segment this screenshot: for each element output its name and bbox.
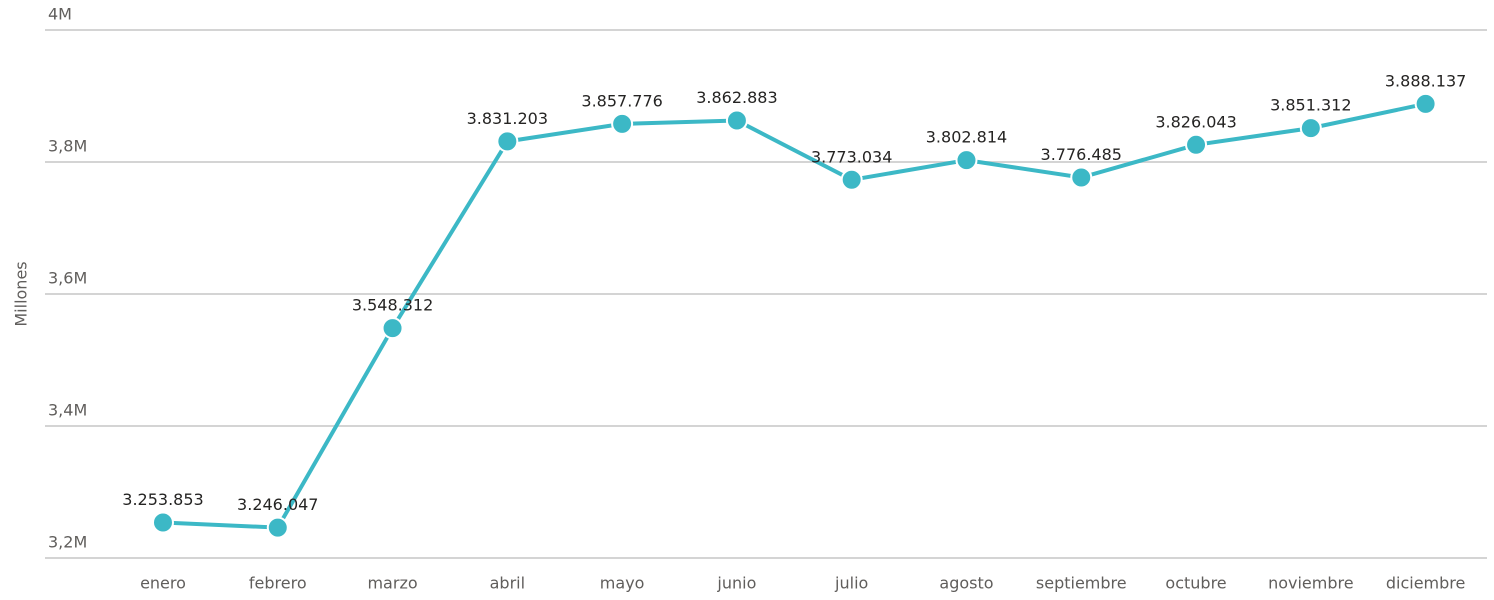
x-tick-label: noviembre — [1268, 574, 1354, 593]
data-label: 3.851.312 — [1270, 96, 1351, 115]
data-label: 3.831.203 — [467, 109, 548, 128]
data-label: 3.888.137 — [1385, 71, 1466, 90]
data-label: 3.253.853 — [122, 490, 203, 509]
y-tick-label: 3,2M — [48, 533, 87, 552]
marker — [1299, 117, 1322, 140]
x-tick-label: agosto — [939, 574, 993, 593]
data-label: 3.826.043 — [1155, 112, 1236, 131]
y-tick-label: 3,8M — [48, 137, 87, 156]
x-tick-label: enero — [140, 574, 186, 593]
data-label: 3.857.776 — [581, 91, 662, 110]
data-label: 3.548.312 — [352, 296, 433, 315]
marker — [1414, 92, 1437, 115]
marker — [151, 511, 174, 534]
x-tick-label: abril — [490, 574, 525, 593]
marker — [840, 168, 863, 191]
marker — [725, 109, 748, 132]
x-tick-label: mayo — [600, 574, 645, 593]
marker — [955, 149, 978, 172]
data-label: 3.802.814 — [926, 128, 1007, 147]
marker — [381, 317, 404, 340]
data-label: 3.246.047 — [237, 495, 318, 514]
x-tick-label: octubre — [1165, 574, 1226, 593]
x-tick-label: diciembre — [1386, 574, 1466, 593]
y-axis-label: Millones — [12, 261, 31, 326]
data-label: 3.776.485 — [1041, 145, 1122, 164]
y-tick-label: 4M — [48, 5, 72, 24]
x-tick-label: septiembre — [1036, 574, 1127, 593]
y-tick-label: 3,6M — [48, 269, 87, 288]
line — [162, 101, 1427, 530]
x-tick-label: febrero — [249, 574, 307, 593]
x-tick-label: junio — [716, 574, 756, 593]
marker — [266, 516, 289, 539]
data-label: 3.862.883 — [696, 88, 777, 107]
marker — [1185, 133, 1208, 156]
marker — [611, 112, 634, 135]
marker — [1070, 166, 1093, 189]
y-tick-label: 3,4M — [48, 401, 87, 420]
x-tick-label: julio — [834, 574, 868, 593]
x-tick-label: marzo — [367, 574, 417, 593]
data-label: 3.773.034 — [811, 147, 892, 166]
marker — [496, 130, 519, 153]
